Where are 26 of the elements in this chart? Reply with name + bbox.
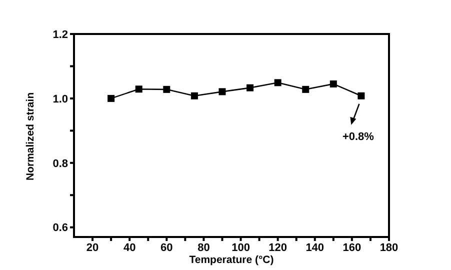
point xyxy=(246,84,254,92)
x-tick-label: 40 xyxy=(123,242,136,254)
x-tick-label: 120 xyxy=(268,242,288,254)
point xyxy=(302,86,310,93)
x-tick-label: 80 xyxy=(198,242,210,254)
y-tick-label: 1.2 xyxy=(52,28,68,41)
x-tick-label: 60 xyxy=(160,242,173,254)
point xyxy=(274,79,282,86)
point xyxy=(330,80,337,88)
x-tick-label: 160 xyxy=(342,242,362,254)
point xyxy=(135,86,142,93)
y-tick-label: 0.6 xyxy=(52,222,68,234)
point xyxy=(358,92,365,100)
x-tick-label: 140 xyxy=(306,242,324,254)
point xyxy=(218,88,226,96)
x-tick-label: 180 xyxy=(380,242,398,254)
x-tick-label: 20 xyxy=(86,242,99,254)
x-tick-label: 100 xyxy=(232,242,250,254)
y-tick-label: 1.0 xyxy=(52,93,68,106)
annotation: +0.8% xyxy=(342,130,374,143)
point xyxy=(163,86,170,93)
y-axis-title: Normalized strain xyxy=(24,92,37,180)
x-axis-title: Temperature (°C) xyxy=(189,254,274,266)
point xyxy=(190,92,198,100)
point xyxy=(108,94,115,102)
y-tick-label: 0.8 xyxy=(52,158,68,170)
